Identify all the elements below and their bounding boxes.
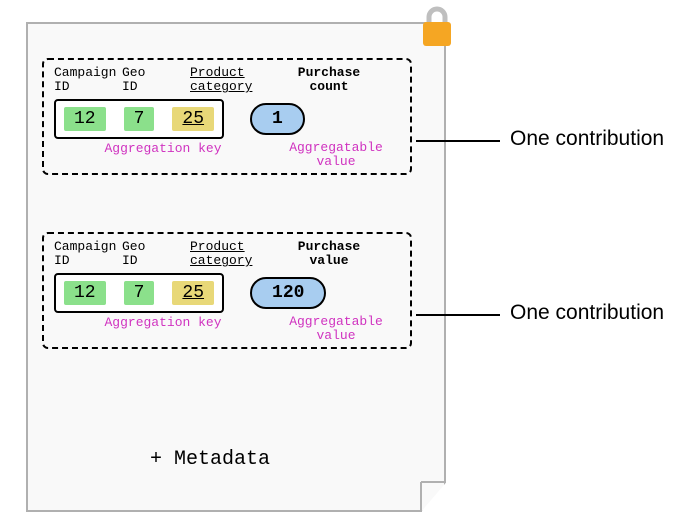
sublabels-2: Aggregation key Aggregatable value (54, 315, 400, 344)
header-geo: Geo ID (122, 66, 190, 95)
geo-chip-2: 7 (124, 281, 155, 305)
annotation-1: One contribution (510, 127, 664, 151)
agg-val-label-1: Aggregatable value (272, 141, 400, 170)
annotation-2: One contribution (510, 301, 664, 325)
geo-chip-1: 7 (124, 107, 155, 131)
header-product: Product category (190, 66, 258, 95)
headers-2: Campaign ID Geo ID Product category Purc… (54, 240, 400, 269)
header-campaign-2: Campaign ID (54, 240, 122, 269)
agg-key-label-1: Aggregation key (54, 141, 272, 170)
value-pill-1: 1 (250, 103, 305, 135)
campaign-chip-2: 12 (64, 281, 106, 305)
sublabels-1: Aggregation key Aggregatable value (54, 141, 400, 170)
leader-line-2 (416, 314, 500, 316)
contribution-2: Campaign ID Geo ID Product category Purc… (42, 232, 412, 349)
campaign-chip-1: 12 (64, 107, 106, 131)
header-metric-1: Purchase count (258, 66, 400, 95)
row-1: 12 7 25 1 (54, 99, 400, 139)
product-chip-1: 25 (172, 107, 214, 131)
contribution-1: Campaign ID Geo ID Product category Purc… (42, 58, 412, 175)
leader-line-1 (416, 140, 500, 142)
agg-key-label-2: Aggregation key (54, 315, 272, 344)
header-metric-2: Purchase value (258, 240, 400, 269)
header-campaign: Campaign ID (54, 66, 122, 95)
header-product-2: Product category (190, 240, 258, 269)
lock-icon (417, 6, 457, 48)
agg-val-label-2: Aggregatable value (272, 315, 400, 344)
product-chip-2: 25 (172, 281, 214, 305)
row-2: 12 7 25 120 (54, 273, 400, 313)
aggregation-key-box-2: 12 7 25 (54, 273, 224, 313)
headers-1: Campaign ID Geo ID Product category Purc… (54, 66, 400, 95)
value-pill-2: 120 (250, 277, 326, 309)
aggregation-key-box-1: 12 7 25 (54, 99, 224, 139)
metadata-label: + Metadata (150, 448, 270, 471)
header-geo-2: Geo ID (122, 240, 190, 269)
